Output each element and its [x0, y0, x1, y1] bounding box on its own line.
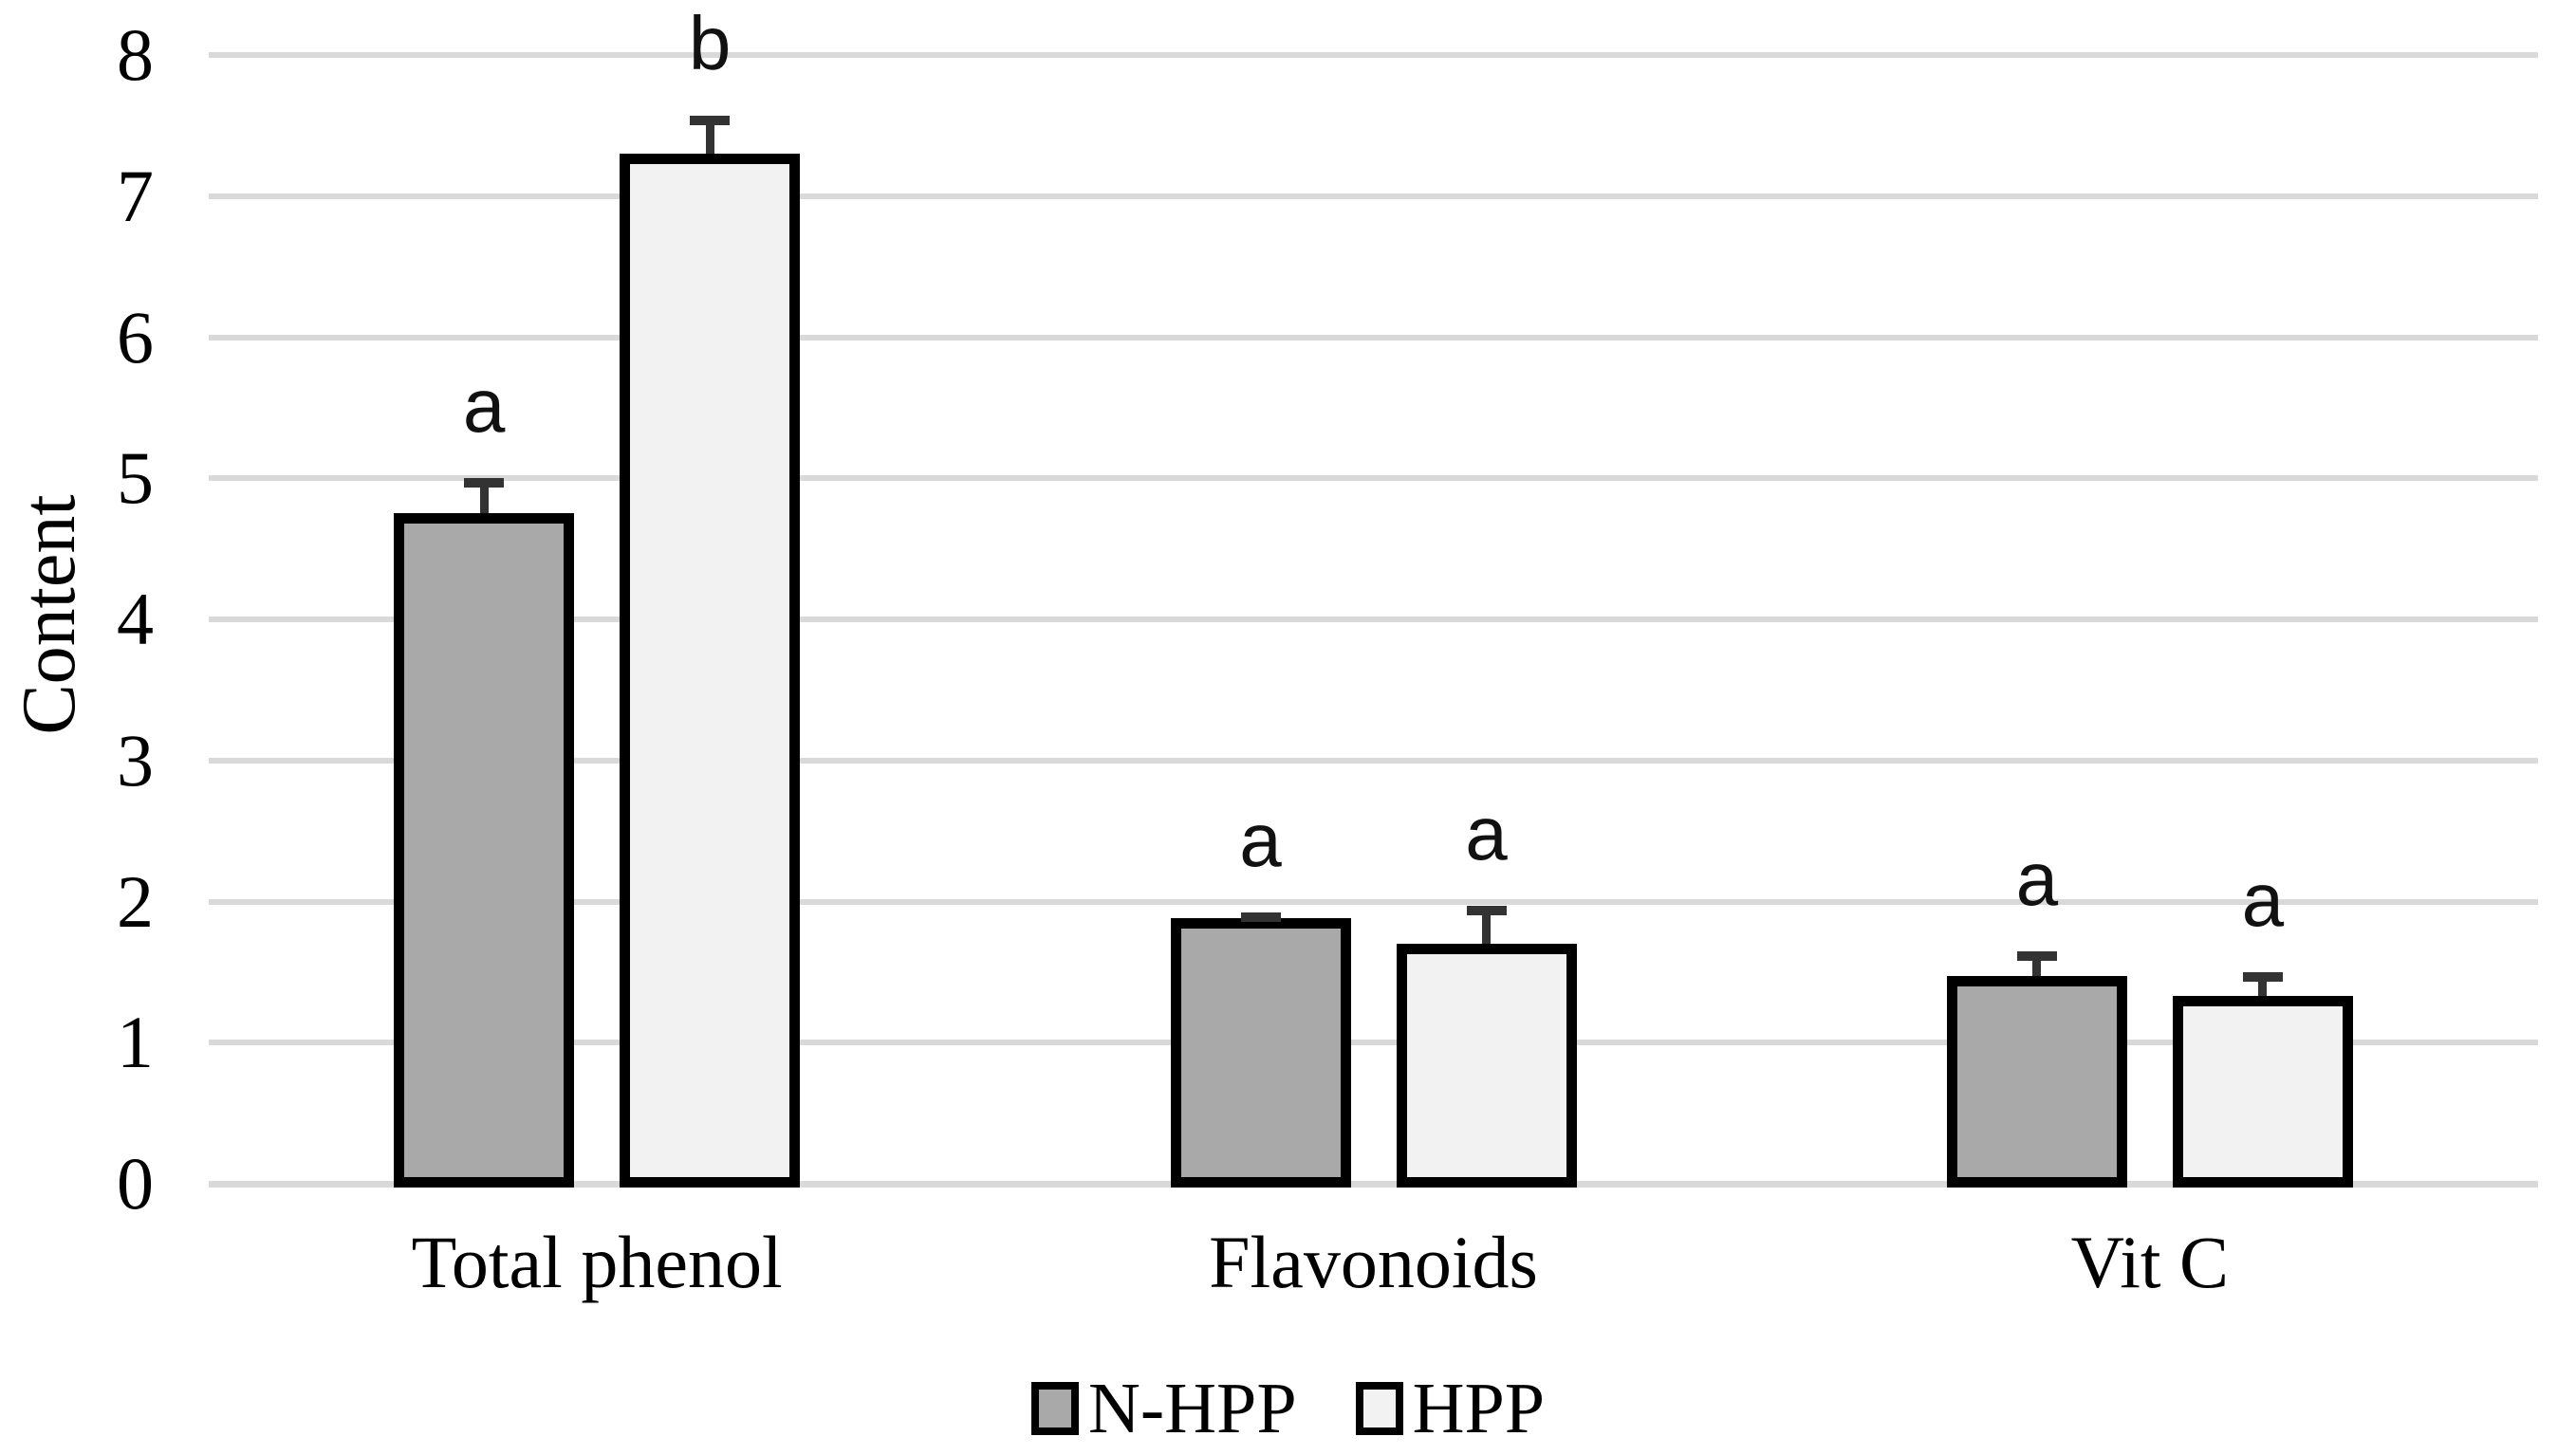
- gridline-y3: [209, 757, 2538, 764]
- gridline-y6: [209, 334, 2538, 341]
- significance-letter: a: [1465, 790, 1508, 875]
- error-bar-cap: [690, 115, 731, 125]
- legend-label: N-HPP: [1087, 1369, 1297, 1448]
- y-tick-label: 1: [117, 1001, 154, 1084]
- gridline-y8: [209, 52, 2538, 58]
- error-bar-cap: [2242, 971, 2283, 982]
- error-bar-cap: [464, 478, 505, 488]
- y-tick-label: 3: [117, 718, 154, 801]
- significance-letter: a: [1239, 798, 1282, 883]
- y-tick-label: 8: [117, 13, 154, 96]
- bar-n-hpp-2: [1946, 976, 2127, 1188]
- legend: N-HPP HPP: [0, 1362, 2576, 1455]
- y-tick-label: 0: [117, 1142, 154, 1225]
- x-category-label: Vit C: [2070, 1221, 2230, 1303]
- y-tick-label: 2: [117, 859, 154, 943]
- error-bar-cap: [1240, 912, 1281, 923]
- gridline-y4: [209, 617, 2538, 622]
- bar-hpp-0: [620, 154, 801, 1188]
- gridline-y2: [209, 898, 2538, 905]
- legend-item-hpp: HPP: [1355, 1362, 1546, 1455]
- gridline-y7: [209, 193, 2538, 199]
- error-bar-cap: [2016, 950, 2057, 961]
- legend-swatch-icon: [1355, 1382, 1403, 1435]
- error-bar-line: [2032, 960, 2042, 977]
- significance-letter: a: [462, 363, 506, 449]
- legend-swatch-icon: [1030, 1382, 1079, 1435]
- y-tick-label: 5: [117, 436, 154, 520]
- bar-hpp-2: [2172, 996, 2353, 1188]
- y-tick-label: 4: [117, 578, 154, 660]
- gridline-y1: [209, 1040, 2538, 1046]
- gridline-y5: [209, 475, 2538, 482]
- bar-hpp-1: [1396, 944, 1577, 1188]
- gridline-y0: [209, 1181, 2538, 1188]
- error-bar-line: [2258, 981, 2268, 997]
- x-category-label: Total phenol: [411, 1221, 783, 1303]
- y-tick-label: 7: [117, 154, 154, 237]
- legend-item-n-hpp: N-HPP: [1030, 1362, 1297, 1455]
- significance-letter: a: [2015, 836, 2059, 921]
- error-bar-line: [705, 124, 714, 155]
- legend-label: HPP: [1412, 1369, 1546, 1448]
- error-bar-line: [479, 488, 489, 514]
- error-bar-line: [1482, 914, 1491, 945]
- error-bar-cap: [1466, 905, 1507, 915]
- significance-letter: b: [688, 0, 732, 85]
- x-category-label: Flavonoids: [1209, 1221, 1538, 1303]
- bar-n-hpp-0: [394, 513, 575, 1188]
- y-tick-label: 6: [117, 295, 154, 378]
- bar-n-hpp-1: [1170, 918, 1351, 1188]
- significance-letter: a: [2241, 856, 2285, 942]
